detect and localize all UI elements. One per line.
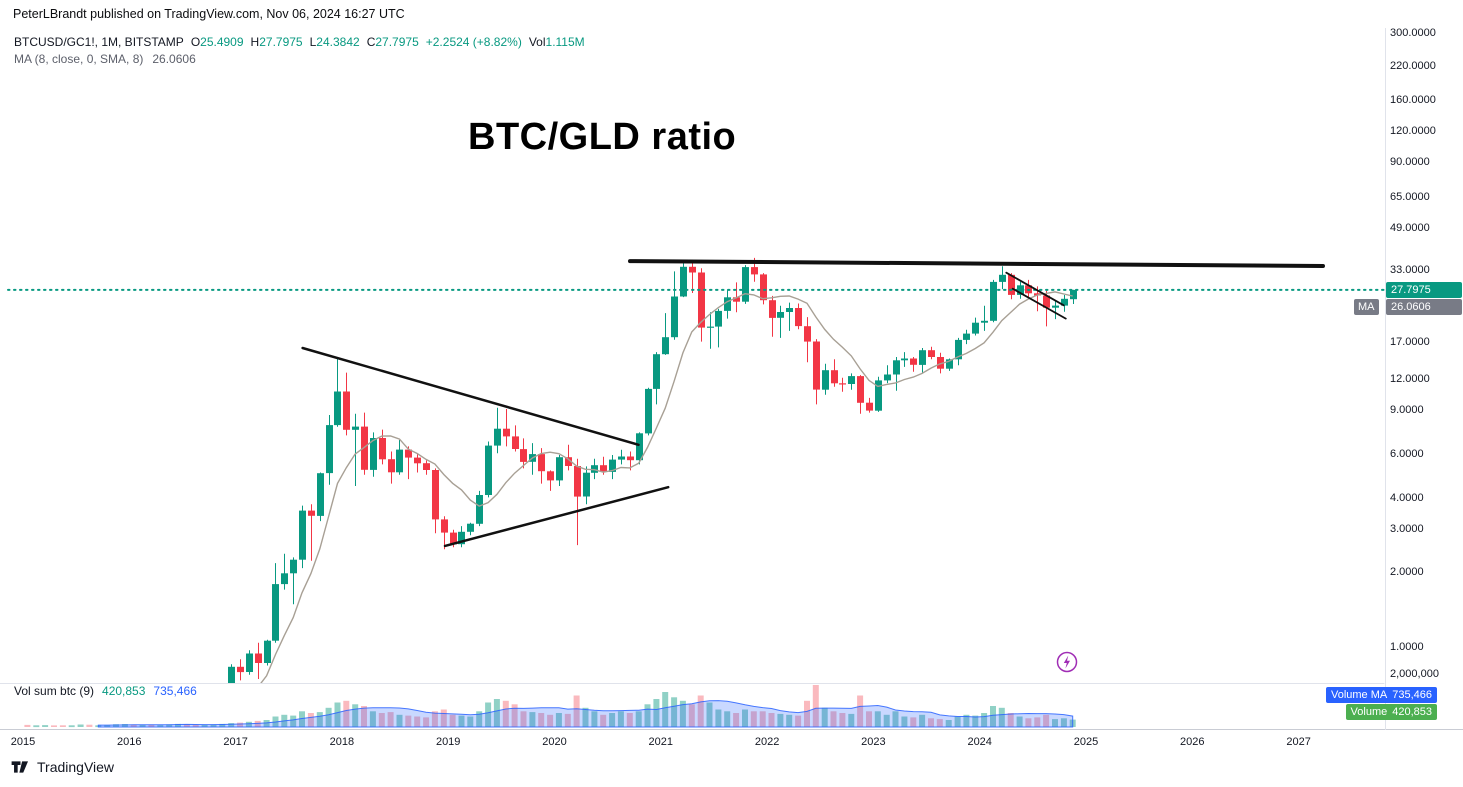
ma-value-badge: 26.0606 <box>1386 298 1462 315</box>
volume-indicator-value: 420,853 <box>102 684 146 698</box>
volume-badge: Volume 420,853 <box>1345 704 1437 720</box>
open-value: 25.4909 <box>200 35 244 49</box>
volume-ma-badge-label: Volume MA <box>1330 689 1388 701</box>
symbol-description: BTCUSD/GC1!, 1M, BITSTAMP <box>14 35 184 49</box>
resistance-trendline <box>628 259 1325 268</box>
volume-label: Vol <box>528 35 546 49</box>
publish-header: PeterLBrandt published on TradingView.co… <box>0 0 1463 28</box>
volume-status-line: Vol sum btc (9) 420,853 735,466 <box>14 684 197 698</box>
symbol-status-line: BTCUSD/GC1!, 1M, BITSTAMP O25.4909 H27.797… <box>14 35 585 49</box>
ma-status-line: MA (8, close, 0, SMA, 8) 26.0606 <box>14 52 196 66</box>
volume-indicator-label: Vol sum btc (9) <box>14 684 95 698</box>
ma-chip-badge: MA <box>1354 298 1379 315</box>
ma-chip-label: MA <box>1358 300 1375 313</box>
change-value: +2.2524 (+8.82%) <box>425 35 522 49</box>
wedge-lower-trendline <box>443 485 670 548</box>
high-value: 27.7975 <box>259 35 303 49</box>
low-label: L <box>309 35 317 49</box>
ma-badge-value: 26.0606 <box>1391 300 1431 313</box>
volume-ma-badge: Volume MA 735,466 <box>1325 687 1437 703</box>
volume-ma-badge-value: 735,466 <box>1392 689 1432 701</box>
volume-badge-label: Volume <box>1350 706 1388 718</box>
volume-badge-value: 420,853 <box>1392 706 1432 718</box>
tradingview-logo-link[interactable]: TradingView <box>10 758 114 776</box>
volume-ma-indicator-value: 735,466 <box>153 684 197 698</box>
wedge-upper-trendline <box>301 346 640 447</box>
low-value: 24.3842 <box>316 35 360 49</box>
ma-indicator-value: 26.0606 <box>152 52 196 66</box>
flag-lower-trendline <box>1011 287 1067 320</box>
last-price-value: 27.7975 <box>1391 283 1431 296</box>
volume-value: 1.115M <box>545 35 585 49</box>
close-label: C <box>366 35 376 49</box>
close-value: 27.7975 <box>375 35 419 49</box>
flag-upper-trendline <box>1005 271 1065 307</box>
boost-icon <box>1056 651 1078 673</box>
volume-ma-area <box>97 700 1074 728</box>
tradingview-logo-text: TradingView <box>37 759 115 775</box>
tradingview-logo-icon <box>11 761 29 773</box>
high-label: H <box>250 35 260 49</box>
ma-indicator-label: MA (8, close, 0, SMA, 8) <box>14 52 144 66</box>
last-price-badge: 27.7975 <box>1386 281 1462 298</box>
ma-line <box>260 291 1073 683</box>
open-label: O <box>190 35 201 49</box>
publish-info-text: PeterLBrandt published on TradingView.co… <box>13 7 405 21</box>
chart-title-annotation: BTC/GLD ratio <box>468 116 737 158</box>
